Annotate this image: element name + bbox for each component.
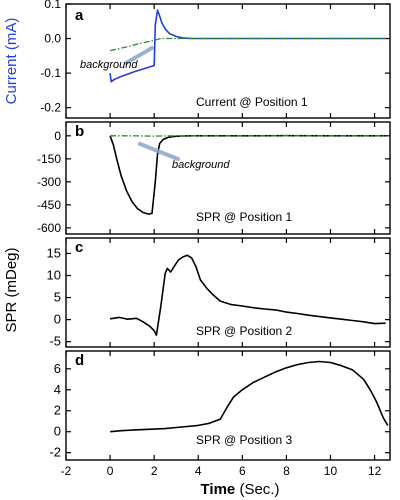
panel-letter: b [75, 123, 84, 140]
x-tick-label: 8 [283, 464, 290, 478]
y-tick-label: 0 [54, 312, 61, 327]
background-callout-pointer [124, 46, 154, 65]
x-tick-label: 6 [239, 464, 246, 478]
y-tick-label: 0.1 [44, 0, 61, 11]
y-tick-label: -5 [49, 334, 61, 349]
background-callout-label: background [80, 59, 138, 71]
panel-frame [65, 121, 391, 235]
panel-d: 6 4 2 0 -2-2 0 2 4 6 8 10 12 d SPR @ Position 3 [49, 350, 391, 478]
y-tick-label: -450 [37, 198, 61, 212]
y-tick-label: -2 [49, 445, 61, 460]
x-axis-label: Time (Sec.) [201, 481, 280, 498]
background-callout-pointer [138, 142, 180, 161]
x-tick-label: 2 [151, 464, 158, 478]
shared-y-axis-label: SPR (mDeg) [3, 247, 20, 332]
panel-b: 0 -150 -300 -450 -600 b SPR @ Position 1 backgr… [37, 121, 391, 235]
x-tick-label: 12 [368, 464, 382, 478]
y-tick-label: 10 [47, 268, 61, 283]
x-tick-label: 0 [107, 464, 114, 478]
panel-annotation: SPR @ Position 2 [196, 324, 293, 338]
panel-letter: d [75, 352, 84, 369]
x-axis-label-unit: (Sec.) [235, 481, 279, 498]
panel-annotation: SPR @ Position 3 [196, 433, 293, 447]
x-tick-label: -2 [61, 464, 72, 478]
y-tick-label: 2 [54, 403, 61, 418]
panel-frame [65, 237, 391, 348]
background-callout-label: background [172, 159, 230, 171]
y-tick-label: -0.2 [40, 101, 61, 115]
y-tick-label: 15 [47, 245, 61, 260]
panel-frame [65, 350, 391, 461]
panels-layer: 0.1 0.0 -0.1 -0.2 a Current @ Position 1 backg… [3, 0, 391, 478]
panel-letter: a [75, 7, 84, 24]
y-axis-label-current: Current (mA) [3, 18, 20, 105]
x-tick-label: 10 [324, 464, 338, 478]
y-tick-label: 0.0 [44, 32, 61, 46]
panel-a: 0.1 0.0 -0.1 -0.2 a Current @ Position 1 backg… [3, 0, 391, 119]
y-tick-label: -300 [37, 175, 61, 189]
y-tick-label: 0 [54, 424, 61, 439]
panel-c: 15 10 5 0 -5 c SPR @ Position 2 [47, 237, 391, 349]
y-tick-label: 0 [54, 129, 61, 143]
x-axis-label-bold: Time [201, 481, 236, 498]
y-tick-label: 5 [54, 290, 61, 305]
series-signal-line [109, 254, 386, 336]
panel-annotation: Current @ Position 1 [196, 95, 308, 109]
y-tick-label: -600 [37, 221, 61, 235]
x-tick-label: 4 [195, 464, 202, 478]
y-tick-label: 6 [54, 361, 61, 376]
series-signal-line [109, 9, 386, 83]
y-tick-label: -0.1 [40, 66, 61, 80]
panel-annotation: SPR @ Position 1 [196, 210, 293, 224]
panel-frame [65, 3, 391, 119]
series-signal-line [110, 360, 389, 433]
y-tick-label: 4 [54, 382, 61, 397]
y-tick-label: -150 [37, 152, 61, 166]
series-background-line [109, 37, 386, 52]
panel-letter: c [75, 239, 83, 256]
